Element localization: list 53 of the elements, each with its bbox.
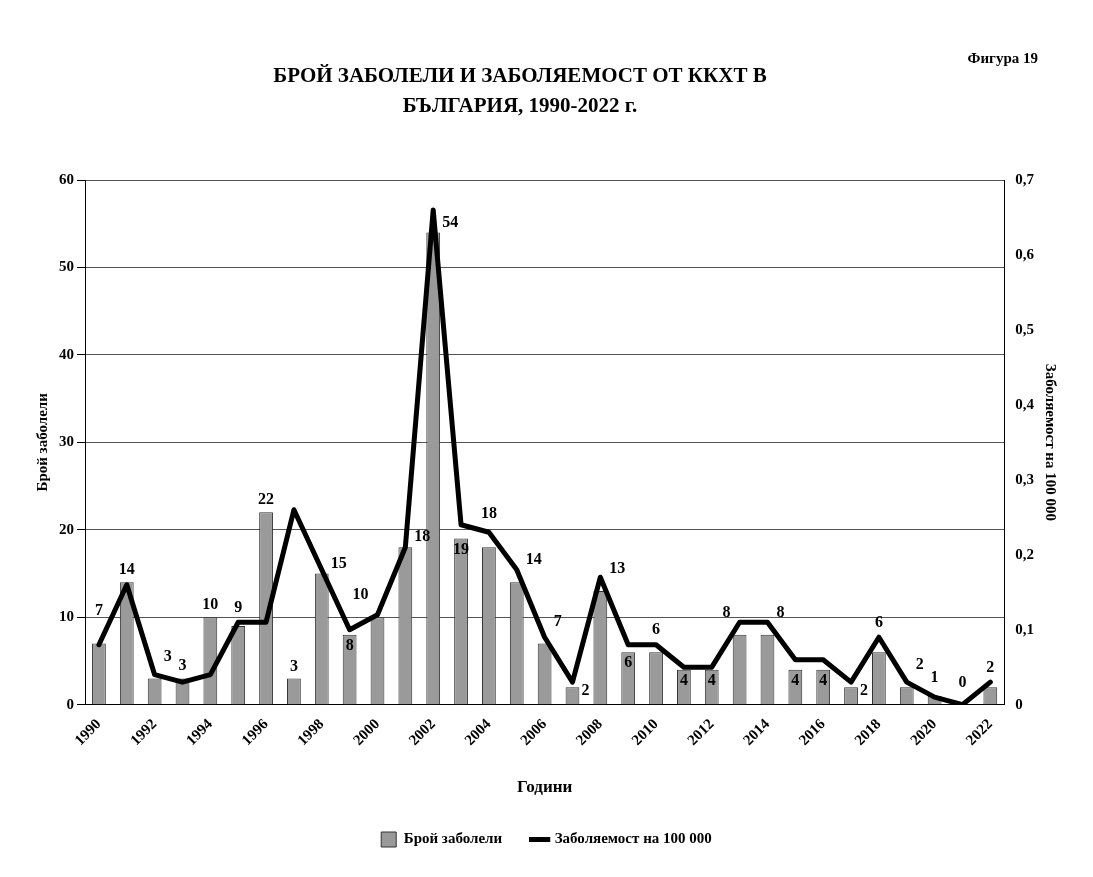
y2-tick-label: 0 [1015, 695, 1023, 712]
data-label: 54 [442, 212, 459, 230]
y2-axis-title: Заболяемост на 100 000 [1043, 363, 1060, 521]
legend-label: Заболяемост на 100 000 [554, 830, 712, 847]
text: Фигура 19 [967, 50, 1038, 67]
data-label: 15 [330, 553, 347, 571]
data-label: 2 [915, 655, 924, 673]
data-label: 6 [624, 653, 633, 671]
legend-label: Брой заболели [403, 830, 503, 847]
data-label: 8 [776, 602, 785, 620]
y-tick-label: 20 [59, 520, 74, 537]
data-label: 3 [178, 655, 187, 673]
data-label: 13 [609, 559, 626, 577]
data-label: 6 [652, 620, 661, 638]
chart-title: БРОЙ ЗАБОЛЕЛИ И ЗАБОЛЯЕМОСТ ОТ ККХТ В БЪЛГАРИЯ, 1990-2022 г. [272, 62, 768, 119]
y-tick-label: 0 [66, 695, 74, 712]
data-label: 3 [289, 656, 298, 674]
data-label: 22 [258, 490, 275, 508]
y2-tick-label: 0,5 [1015, 320, 1034, 337]
y2-tick-label: 0,1 [1015, 620, 1034, 637]
data-label: 18 [414, 527, 431, 545]
data-label: 0 [958, 672, 967, 690]
y-tick-label: 60 [59, 170, 74, 187]
y2-tick-label: 0,7 [1015, 170, 1035, 187]
data-label: 10 [202, 595, 219, 613]
y2-tick-label: 0,2 [1015, 545, 1034, 562]
y-tick-label: 40 [59, 345, 74, 362]
y2-tick-label: 0,6 [1015, 245, 1035, 262]
data-label: 2 [581, 681, 590, 699]
data-label: 3 [163, 646, 172, 664]
data-label: 7 [94, 600, 103, 618]
data-label: 10 [352, 585, 369, 603]
data-label: 6 [874, 613, 883, 631]
data-label: 4 [679, 670, 688, 688]
y-tick-label: 30 [59, 433, 74, 450]
x-axis-title: Години [516, 777, 573, 797]
y-tick-label: 50 [59, 258, 74, 275]
data-label: 14 [525, 550, 542, 568]
data-label: 2 [860, 681, 869, 699]
data-label: 4 [819, 670, 828, 688]
data-label: 9 [234, 598, 243, 616]
data-label: 1 [930, 668, 939, 686]
data-label: 8 [345, 635, 354, 653]
data-label: 18 [480, 504, 497, 522]
y-axis-title: Брой заболели [33, 392, 50, 492]
data-label: 14 [118, 560, 135, 578]
y2-tick-label: 0,3 [1015, 470, 1034, 487]
data-label: 8 [722, 602, 731, 620]
data-label: 4 [707, 670, 716, 688]
data-label: 4 [791, 670, 800, 688]
y2-tick-label: 0,4 [1015, 395, 1035, 412]
data-label: 2 [986, 658, 995, 676]
y-tick-label: 10 [59, 608, 74, 625]
